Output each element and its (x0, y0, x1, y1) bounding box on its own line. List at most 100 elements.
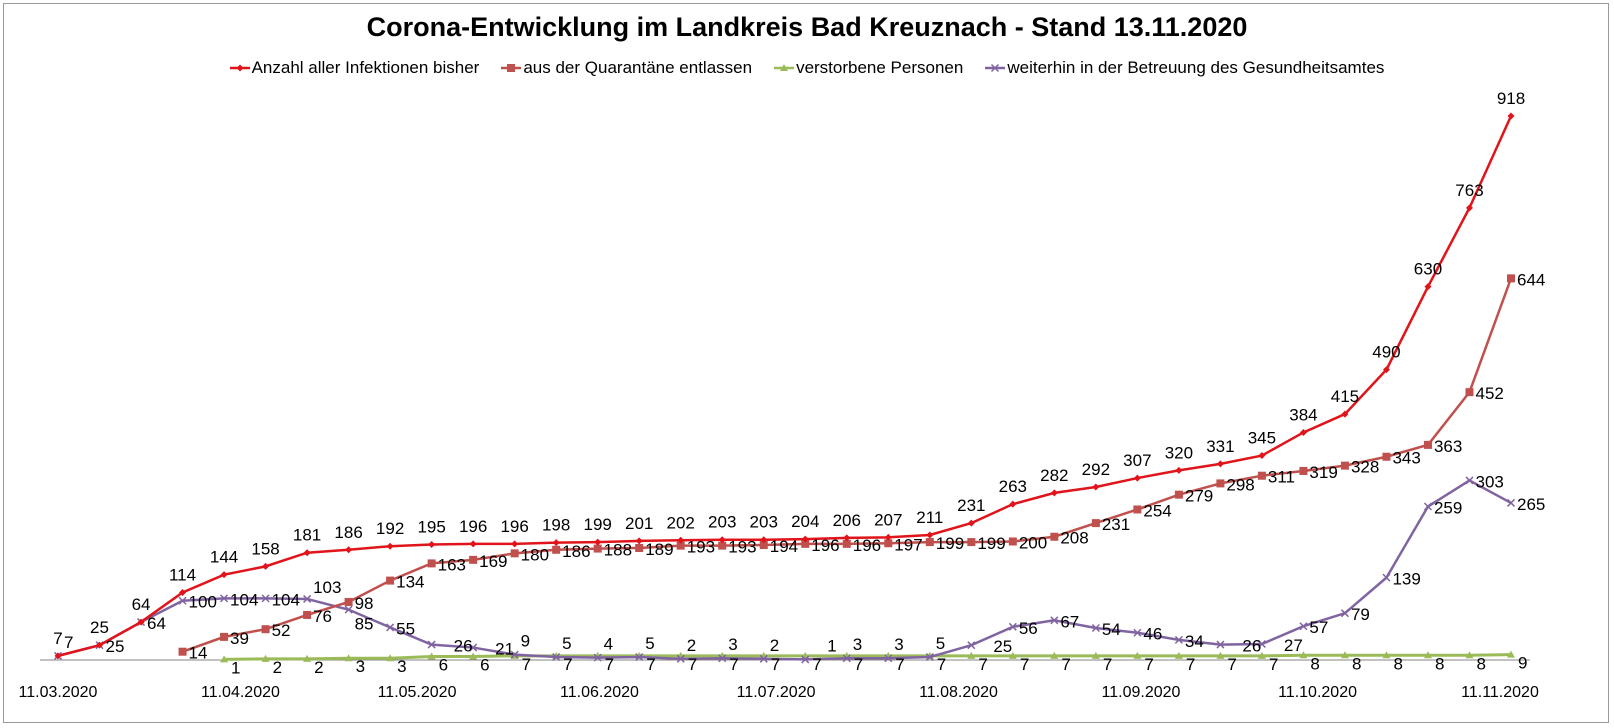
data-label-infections: 204 (791, 512, 819, 531)
data-point-infections (96, 641, 104, 649)
data-label-deaths: 8 (1476, 654, 1485, 673)
data-label-active: 67 (1060, 612, 1079, 631)
data-label-active: 27 (1284, 636, 1303, 655)
data-label-deaths: 6 (439, 655, 448, 674)
data-label-active: 79 (1351, 605, 1370, 624)
data-point-deaths (1008, 651, 1017, 659)
data-point-active (1299, 622, 1308, 631)
data-label-recovered: 189 (645, 540, 673, 559)
data-point-deaths (1299, 651, 1308, 659)
data-label-recovered: 200 (1019, 533, 1047, 552)
data-label-deaths: 2 (314, 658, 323, 677)
data-point-recovered (1299, 466, 1308, 475)
data-label-recovered: 254 (1143, 501, 1171, 520)
series-line-infections (57, 115, 1513, 658)
data-point-active (344, 605, 353, 614)
data-label-recovered: 231 (1102, 515, 1130, 534)
legend-label: Anzahl aller Infektionen bisher (251, 58, 480, 77)
data-point-infections (511, 540, 519, 548)
data-label-active: 139 (1392, 570, 1420, 589)
data-label-active: 34 (1185, 632, 1204, 651)
data-point-infections (1175, 466, 1183, 474)
data-label-infections: 320 (1165, 443, 1193, 462)
data-label-infections: 415 (1331, 387, 1359, 406)
data-label-active: 56 (1019, 619, 1038, 638)
data-label-active: 46 (1143, 625, 1162, 644)
data-label-infections: 25 (90, 618, 109, 637)
data-label-active: 25 (106, 637, 125, 656)
data-label-active: 104 (230, 590, 258, 609)
legend-item-active: weiterhin in der Betreuung des Gesundhei… (985, 58, 1384, 78)
legend-item-recovered: aus der Quarantäne entlassen (501, 58, 752, 78)
data-point-recovered (178, 647, 187, 656)
data-label-active: 3 (894, 635, 903, 654)
data-label-active: 103 (313, 578, 341, 597)
data-point-active (386, 623, 395, 632)
data-point-recovered (427, 559, 436, 568)
data-point-infections (1341, 410, 1349, 418)
data-point-infections (801, 535, 809, 543)
data-point-active (1423, 502, 1433, 511)
data-label-active: 64 (147, 614, 166, 633)
data-label-deaths: 7 (605, 655, 614, 674)
chart-frame (3, 3, 1609, 723)
data-label-infections: 345 (1248, 429, 1276, 448)
legend-label: verstorbene Personen (796, 58, 964, 77)
data-point-infections (1092, 483, 1100, 491)
data-point-recovered (261, 625, 270, 634)
data-label-infections: 211 (916, 508, 943, 527)
legend-swatch (774, 64, 795, 71)
data-label-active: 7 (64, 633, 73, 652)
data-label-infections: 282 (1040, 466, 1068, 485)
data-label-recovered: 52 (272, 621, 291, 640)
data-label-active: 3 (853, 635, 862, 654)
data-label-recovered: 196 (811, 536, 839, 555)
data-label-recovered: 194 (770, 537, 798, 556)
data-point-infections (1050, 489, 1058, 497)
data-point-active (178, 596, 187, 605)
data-point-infections (677, 536, 685, 544)
data-label-deaths: 8 (1435, 654, 1444, 673)
data-point-infections (552, 539, 560, 547)
data-label-deaths: 7 (1269, 655, 1278, 674)
data-label-active: 1 (827, 636, 836, 655)
data-label-infections: 384 (1289, 405, 1317, 424)
data-point-recovered (718, 541, 727, 550)
data-label-infections: 144 (210, 548, 238, 567)
data-label-infections: 630 (1414, 260, 1442, 279)
data-point-recovered (759, 541, 768, 550)
data-label-deaths: 7 (1061, 655, 1070, 674)
data-point-active (718, 654, 727, 663)
data-label-infections: 231 (957, 496, 985, 515)
data-point-active (427, 640, 436, 649)
data-point-active (925, 653, 934, 662)
data-point-deaths (386, 654, 395, 662)
data-label-recovered: 328 (1351, 458, 1379, 477)
data-point-recovered (1008, 537, 1017, 546)
data-label-deaths: 8 (1393, 654, 1402, 673)
x-tick-label: 11.11.2020 (1461, 684, 1539, 701)
data-point-deaths (967, 651, 976, 659)
data-point-active (801, 655, 810, 664)
data-point-active (884, 654, 893, 663)
data-point-recovered (1423, 440, 1432, 449)
data-label-recovered: 319 (1309, 463, 1337, 482)
data-label-infections: 114 (169, 565, 196, 584)
data-label-infections: 763 (1455, 181, 1483, 200)
data-label-recovered: 197 (894, 535, 922, 554)
data-label-infections: 918 (1497, 89, 1525, 108)
data-point-active (1091, 623, 1100, 633)
data-point-active (1216, 640, 1225, 649)
data-label-infections: 196 (459, 517, 487, 536)
data-label-active: 26 (1242, 637, 1261, 656)
data-label-deaths: 7 (895, 655, 904, 674)
data-label-infections: 331 (1206, 437, 1234, 456)
data-label-infections: 203 (708, 513, 736, 532)
data-label-active: 5 (645, 634, 654, 653)
data-point-recovered (1340, 461, 1349, 470)
data-label-infections: 202 (667, 513, 695, 532)
data-point-infections (54, 652, 62, 660)
data-point-infections (926, 531, 934, 539)
data-point-recovered (1382, 452, 1391, 461)
